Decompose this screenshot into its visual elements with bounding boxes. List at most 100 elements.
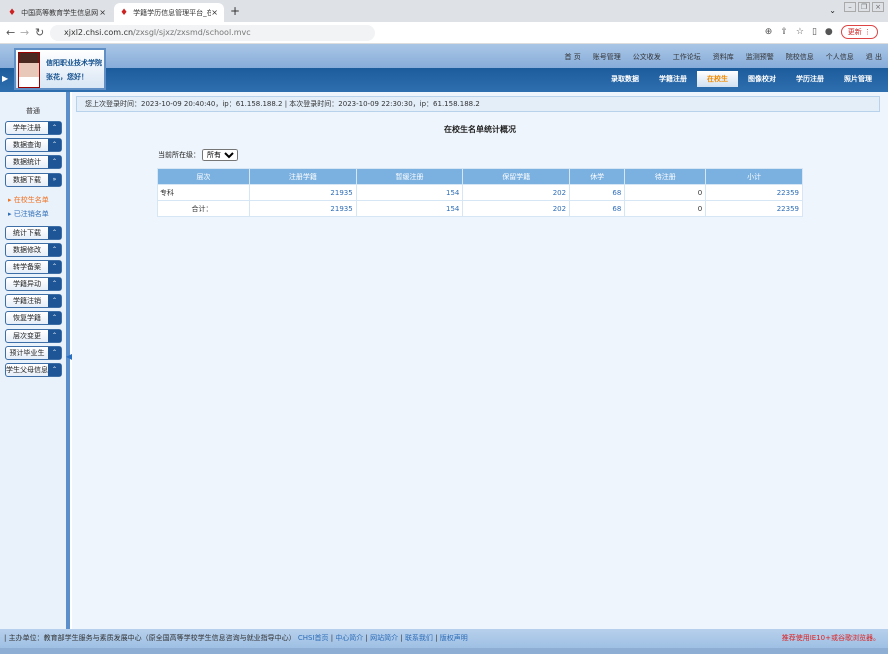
expand-icon: ⌃ bbox=[48, 295, 61, 307]
user-card: 信阳职业技术学院 张花，您好！ bbox=[14, 48, 106, 90]
table-row: 专科 21935 154 202 68 0 22359 bbox=[157, 184, 803, 201]
tab-current-students[interactable]: 在校生 bbox=[697, 71, 738, 87]
expand-icon: ⌃ bbox=[48, 244, 61, 256]
expand-icon: ⌃ bbox=[48, 227, 61, 239]
sidebar-btn-status-cancel[interactable]: 学籍注销 ⌃ bbox=[5, 294, 62, 308]
footer: | 主办单位：教育部学生服务与素质发展中心（原全国高等学校学生信息咨询与就业指导… bbox=[0, 629, 888, 648]
collapse-icon: » bbox=[48, 174, 61, 186]
col-registered: 注册学籍 bbox=[248, 168, 357, 185]
profile-icon[interactable]: ● bbox=[824, 27, 833, 37]
browser-tab[interactable]: ♦中国高等教育学生信息网（学信网）× bbox=[8, 7, 106, 18]
chsi-favicon-icon: ♦ bbox=[8, 7, 17, 18]
url-input[interactable]: xjxl2.chsi.com.cn/zxsgl/sjxz/zxsmd/schoo… bbox=[50, 25, 375, 41]
sidebar-btn-stats-download[interactable]: 统计下载 ⌃ bbox=[5, 226, 62, 240]
bookmark-star-icon[interactable]: ☆ bbox=[795, 27, 804, 37]
forward-icon[interactable]: → bbox=[20, 26, 30, 39]
tab-enrollment[interactable]: 学籍注册 bbox=[659, 75, 687, 83]
main-content: 您上次登录时间：2023-10-09 20:40:40，ip：61.158.18… bbox=[72, 92, 888, 629]
sidebar-btn-status-change[interactable]: 学籍异动 ⌃ bbox=[5, 277, 62, 291]
main-nav: 录取数据 学籍注册 在校生 图像校对 学历注册 照片管理 bbox=[601, 71, 882, 87]
table-header: 层次 注册学籍 暂缓注册 保留学籍 休学 待注册 小计 bbox=[157, 168, 803, 185]
browser-tab-bar: ♦中国高等教育学生信息网（学信网）× ♦学籍学历信息管理平台_在校生× + ⌄ … bbox=[0, 0, 888, 22]
sidebar-btn-annual-registration[interactable]: 学年注册 ⌃ bbox=[5, 121, 62, 135]
footer-link-site[interactable]: 网站简介 bbox=[370, 634, 399, 642]
tab-search-icon[interactable]: ⌄ bbox=[829, 6, 836, 15]
expand-icon: ⌃ bbox=[48, 139, 61, 151]
expand-arrow-icon[interactable]: ▶ bbox=[2, 74, 9, 83]
sidepanel-icon[interactable]: ▯ bbox=[811, 27, 817, 37]
zoom-icon[interactable]: ⊕ bbox=[764, 27, 773, 37]
update-button[interactable]: 更新 ⋮ bbox=[840, 25, 878, 39]
new-tab-button[interactable]: + bbox=[230, 4, 241, 18]
restore-icon[interactable]: ❐ bbox=[858, 2, 870, 12]
sidebar-btn-data-download[interactable]: 数据下载» bbox=[5, 173, 62, 187]
greeting: 张花，您好！ bbox=[46, 73, 88, 81]
sidebar-btn-level-change[interactable]: 层次变更 ⌃ bbox=[5, 329, 62, 343]
topnav-library[interactable]: 资料库 bbox=[712, 53, 734, 61]
topnav-home[interactable]: 首 页 bbox=[564, 53, 581, 61]
col-level: 层次 bbox=[157, 168, 250, 185]
sidebar-btn-data-edit[interactable]: 数据修改 ⌃ bbox=[5, 243, 62, 257]
expand-icon: ⌃ bbox=[48, 312, 61, 324]
page-title: 在校生名单统计概况 bbox=[444, 125, 516, 134]
grade-filter: 当前所在级： 所有 bbox=[158, 149, 238, 161]
footer-link-copyright[interactable]: 版权声明 bbox=[439, 634, 468, 642]
col-subtotal: 小计 bbox=[705, 168, 803, 185]
sidebar-category: 普通 bbox=[26, 107, 40, 115]
expand-icon: ⌃ bbox=[48, 261, 61, 273]
expand-icon: ⌃ bbox=[48, 330, 61, 342]
stats-table: 层次 注册学籍 暂缓注册 保留学籍 休学 待注册 小计 专科 21935 154 202 68 0 22… bbox=[157, 168, 803, 217]
expand-icon: ⌃ bbox=[48, 364, 61, 376]
tab-admission-data[interactable]: 录取数据 bbox=[611, 75, 639, 83]
close-tab-icon[interactable]: × bbox=[99, 8, 106, 17]
address-bar: ← → ↻ xjxl2.chsi.com.cn/zxsgl/sjxz/zxsmd… bbox=[0, 22, 888, 44]
tab-image-check[interactable]: 图像校对 bbox=[748, 75, 776, 83]
expand-icon: ⌃ bbox=[48, 156, 61, 168]
topnav-account[interactable]: 账号管理 bbox=[592, 53, 621, 61]
sidebar-btn-expected-graduates[interactable]: 预计毕业生 ⌃ bbox=[5, 346, 62, 360]
sidebar-btn-status-restore[interactable]: 恢复学籍 ⌃ bbox=[5, 311, 62, 325]
close-window-icon[interactable]: × bbox=[872, 2, 884, 12]
expand-icon: ⌃ bbox=[48, 122, 61, 134]
sidebar-btn-transfer[interactable]: 转学备案 ⌃ bbox=[5, 260, 62, 274]
sidebar-btn-data-stats[interactable]: 数据统计 ⌃ bbox=[5, 155, 62, 169]
school-name: 信阳职业技术学院 bbox=[46, 59, 102, 67]
browser-tab-active[interactable]: ♦学籍学历信息管理平台_在校生× bbox=[114, 3, 224, 22]
back-icon[interactable]: ← bbox=[6, 26, 16, 39]
sidebar-btn-parent-info[interactable]: 学生父母信息 ⌃ bbox=[5, 363, 62, 377]
sidebar-btn-data-query[interactable]: 数据查询 ⌃ bbox=[5, 138, 62, 152]
expand-icon: ⌃ bbox=[48, 347, 61, 359]
taskbar-strip bbox=[0, 648, 888, 654]
site-header: ▶ 信阳职业技术学院 张花，您好！ 首 页 账号管理 公文收发 工作论坛 资料库 监测预警 院… bbox=[0, 44, 888, 92]
collapse-sidebar-icon[interactable]: ◀ bbox=[66, 352, 73, 361]
col-deferred: 暂缓注册 bbox=[355, 168, 464, 185]
footer-link-chsi[interactable]: CHSI首页 bbox=[297, 634, 329, 642]
topnav-school-info[interactable]: 院校信息 bbox=[785, 53, 814, 61]
top-nav: 首 页 账号管理 公文收发 工作论坛 资料库 监测预警 院校信息 个人信息 退 出 bbox=[565, 52, 882, 62]
topnav-personal[interactable]: 个人信息 bbox=[825, 53, 854, 61]
browser-recommendation: 推荐使用IE10+或谷歌浏览器。 bbox=[781, 634, 880, 642]
close-tab-icon[interactable]: × bbox=[211, 8, 218, 17]
col-suspended: 休学 bbox=[569, 168, 626, 185]
user-photo bbox=[18, 52, 40, 88]
footer-link-center[interactable]: 中心简介 bbox=[335, 634, 364, 642]
topnav-monitor[interactable]: 监测预警 bbox=[745, 53, 774, 61]
topnav-forum[interactable]: 工作论坛 bbox=[672, 53, 701, 61]
tab-photo-management[interactable]: 照片管理 bbox=[844, 75, 872, 83]
footer-link-contact[interactable]: 联系我们 bbox=[404, 634, 433, 642]
sidebar-link-current-list[interactable]: ▸ 在校生名单 bbox=[8, 196, 49, 204]
share-icon[interactable]: ⇪ bbox=[780, 27, 788, 37]
sidebar: 普通 学年注册 ⌃ 数据查询 ⌃ 数据统计 ⌃ 数据下载» ▸ 在校生名单 ▸ 已注销… bbox=[0, 92, 70, 629]
login-info: 您上次登录时间：2023-10-09 20:40:40，ip：61.158.18… bbox=[76, 96, 880, 112]
topnav-documents[interactable]: 公文收发 bbox=[632, 53, 661, 61]
grade-select[interactable]: 所有 bbox=[202, 149, 238, 161]
tab-degree-registration[interactable]: 学历注册 bbox=[796, 75, 824, 83]
table-total-row: 合计： 21935 154 202 68 0 22359 bbox=[157, 200, 803, 217]
chsi-favicon-icon: ♦ bbox=[120, 7, 129, 18]
reload-icon[interactable]: ↻ bbox=[35, 26, 45, 39]
sidebar-link-cancelled-list[interactable]: ▸ 已注销名单 bbox=[8, 210, 49, 218]
minimize-icon[interactable]: – bbox=[844, 2, 856, 12]
topnav-logout[interactable]: 退 出 bbox=[865, 53, 882, 61]
col-retained: 保留学籍 bbox=[462, 168, 571, 185]
expand-icon: ⌃ bbox=[48, 278, 61, 290]
